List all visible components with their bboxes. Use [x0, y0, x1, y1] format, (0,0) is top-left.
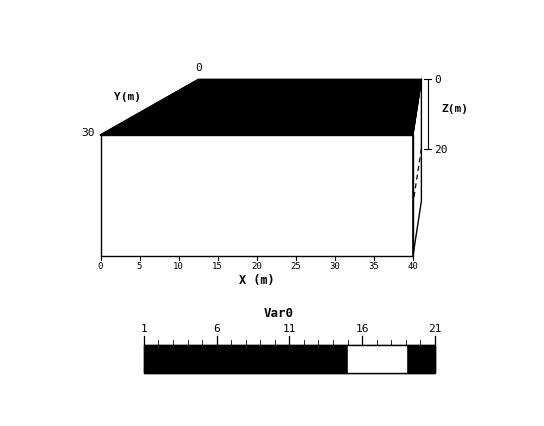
Text: 1: 1 — [140, 323, 147, 333]
Polygon shape — [101, 80, 422, 135]
Bar — [348, 345, 406, 373]
Text: 20: 20 — [434, 144, 447, 154]
Bar — [144, 345, 435, 373]
Text: 0: 0 — [195, 63, 202, 72]
Bar — [144, 345, 435, 373]
Text: 6: 6 — [213, 323, 220, 333]
Text: 5: 5 — [137, 262, 143, 271]
Text: 35: 35 — [368, 262, 379, 271]
Text: 21: 21 — [428, 323, 442, 333]
Text: Y(m): Y(m) — [114, 92, 141, 102]
Text: 11: 11 — [282, 323, 296, 333]
Text: 15: 15 — [212, 262, 223, 271]
Text: 25: 25 — [290, 262, 301, 271]
Polygon shape — [413, 80, 422, 257]
Text: 30: 30 — [81, 127, 94, 138]
Text: 0: 0 — [434, 75, 441, 85]
Text: 30: 30 — [330, 262, 340, 271]
Text: Z(m): Z(m) — [442, 104, 468, 114]
Text: 40: 40 — [407, 262, 418, 271]
Text: X (m): X (m) — [239, 274, 275, 287]
Text: 0: 0 — [98, 262, 103, 271]
Text: 16: 16 — [355, 323, 369, 333]
Text: Var0: Var0 — [264, 306, 294, 319]
Text: 10: 10 — [173, 262, 184, 271]
Text: 20: 20 — [251, 262, 262, 271]
Polygon shape — [101, 135, 413, 257]
